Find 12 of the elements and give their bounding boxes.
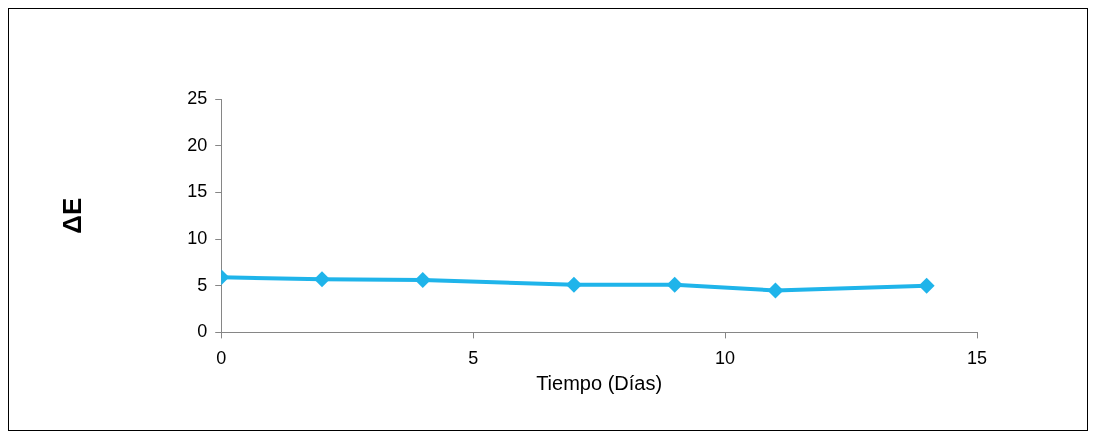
x-tick-label: 15 [966, 348, 988, 369]
y-tick-label: 10 [187, 228, 208, 249]
y-tick-label: 0 [197, 321, 208, 342]
y-axis-title: ΔE [56, 197, 87, 234]
y-tick-label: 25 [187, 87, 208, 108]
y-tick-label: 20 [187, 134, 208, 155]
y-tick-label: 5 [197, 274, 208, 295]
x-axis-title: Tiempo (Días) [536, 371, 663, 394]
y-tick-label: 15 [187, 181, 208, 202]
x-tick-label: 0 [216, 348, 227, 369]
x-tick-label: 5 [468, 348, 479, 369]
x-tick-label: 10 [715, 348, 736, 369]
